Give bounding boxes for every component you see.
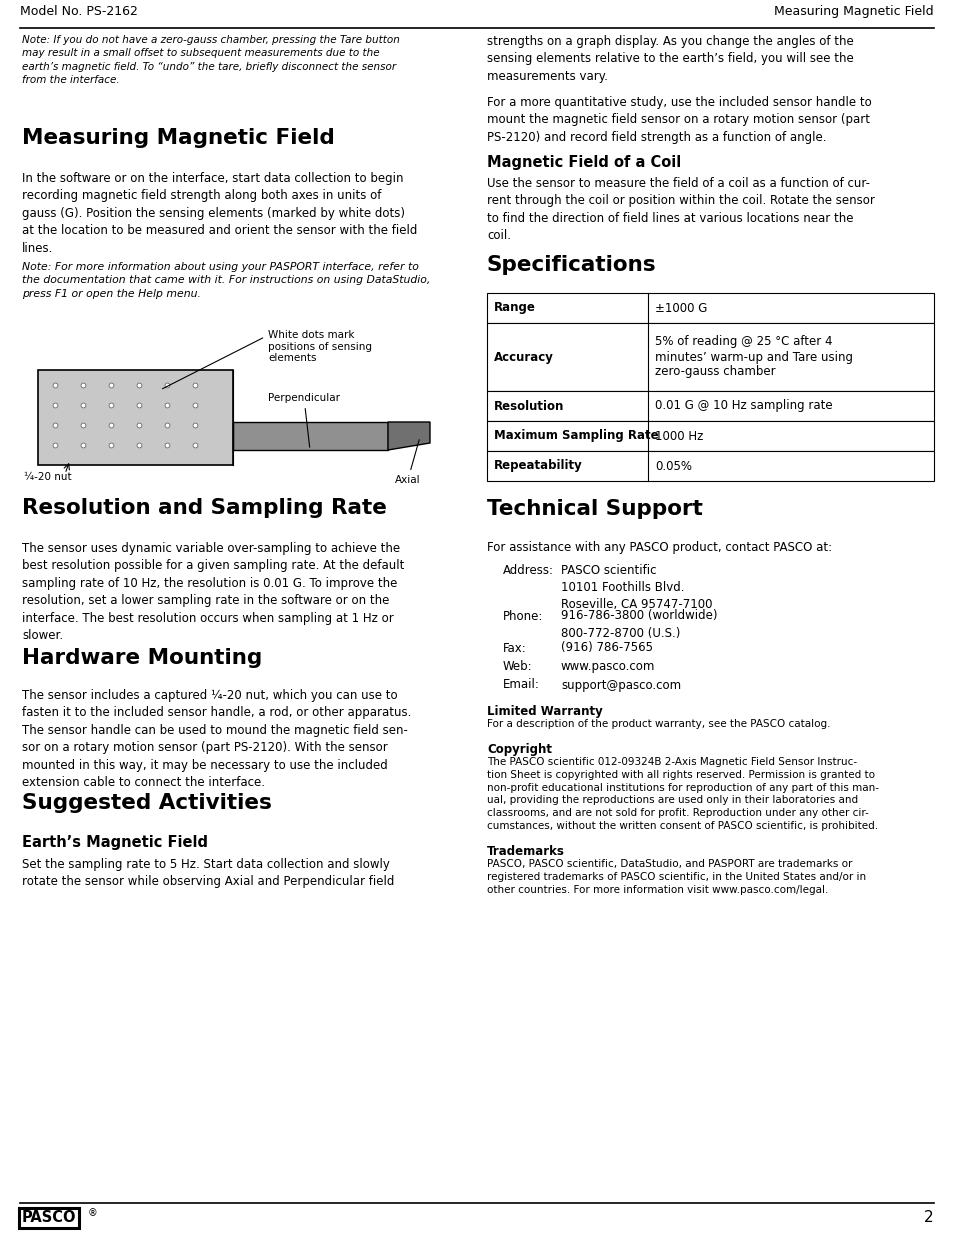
Text: Email:: Email: — [502, 678, 539, 692]
Text: Phone:: Phone: — [502, 610, 543, 622]
Text: 0.01 G @ 10 Hz sampling rate: 0.01 G @ 10 Hz sampling rate — [655, 399, 832, 412]
Text: The sensor includes a captured ¼-20 nut, which you can use to
fasten it to the i: The sensor includes a captured ¼-20 nut,… — [22, 689, 411, 789]
Text: PASCO, PASCO scientific, DataStudio, and PASPORT are trademarks or
registered tr: PASCO, PASCO scientific, DataStudio, and… — [486, 860, 865, 894]
Bar — [486, 391, 933, 421]
Text: Suggested Activities: Suggested Activities — [22, 793, 272, 813]
Text: Axial: Axial — [395, 440, 420, 485]
Text: PASCO: PASCO — [22, 1210, 76, 1225]
Text: www.pasco.com: www.pasco.com — [560, 659, 655, 673]
Text: Repeatability: Repeatability — [494, 459, 582, 473]
Text: PASCO scientific
10101 Foothills Blvd.
Roseville, CA 95747-7100: PASCO scientific 10101 Foothills Blvd. R… — [560, 564, 712, 611]
Text: Resolution and Sampling Rate: Resolution and Sampling Rate — [22, 498, 387, 517]
Text: Range: Range — [494, 301, 536, 315]
Text: ±1000 G: ±1000 G — [655, 301, 706, 315]
Text: (916) 786-7565: (916) 786-7565 — [560, 641, 652, 655]
Bar — [486, 421, 933, 451]
Text: Set the sampling rate to 5 Hz. Start data collection and slowly
rotate the senso: Set the sampling rate to 5 Hz. Start dat… — [22, 858, 394, 888]
Text: Accuracy: Accuracy — [494, 351, 554, 363]
Text: The sensor uses dynamic variable over-sampling to achieve the
best resolution po: The sensor uses dynamic variable over-sa… — [22, 542, 404, 642]
Text: Note: For more information about using your PASPORT interface, refer to
the docu: Note: For more information about using y… — [22, 262, 430, 299]
Bar — [486, 293, 933, 324]
Bar — [38, 370, 233, 466]
Text: Measuring Magnetic Field: Measuring Magnetic Field — [22, 128, 335, 148]
Bar — [486, 324, 933, 391]
Text: Web:: Web: — [502, 659, 532, 673]
Text: ¼-20 nut: ¼-20 nut — [24, 472, 71, 482]
Text: 916-786-3800 (worldwide)
800-772-8700 (U.S.): 916-786-3800 (worldwide) 800-772-8700 (U… — [560, 610, 717, 640]
Text: support@pasco.com: support@pasco.com — [560, 678, 680, 692]
Text: Technical Support: Technical Support — [486, 499, 702, 519]
Bar — [233, 422, 388, 450]
Text: Note: If you do not have a zero-gauss chamber, pressing the Tare button
may resu: Note: If you do not have a zero-gauss ch… — [22, 35, 399, 85]
Text: Fax:: Fax: — [502, 641, 526, 655]
Text: strengths on a graph display. As you change the angles of the
sensing elements r: strengths on a graph display. As you cha… — [486, 35, 853, 83]
Text: 2: 2 — [923, 1210, 933, 1225]
Text: Resolution: Resolution — [494, 399, 564, 412]
Text: The PASCO scientific 012-09324B 2-Axis Magnetic Field Sensor Instruc-
tion Sheet: The PASCO scientific 012-09324B 2-Axis M… — [486, 757, 878, 831]
Text: 1000 Hz: 1000 Hz — [655, 430, 702, 442]
Text: In the software or on the interface, start data collection to begin
recording ma: In the software or on the interface, sta… — [22, 172, 417, 254]
Text: Maximum Sampling Rate: Maximum Sampling Rate — [494, 430, 658, 442]
Text: Limited Warranty: Limited Warranty — [486, 705, 602, 718]
Text: Use the sensor to measure the field of a coil as a function of cur-
rent through: Use the sensor to measure the field of a… — [486, 177, 874, 242]
Text: White dots mark
positions of sensing
elements: White dots mark positions of sensing ele… — [162, 330, 372, 389]
Polygon shape — [388, 422, 430, 450]
Text: Model No. PS-2162: Model No. PS-2162 — [20, 5, 138, 19]
Text: Specifications: Specifications — [486, 254, 656, 275]
Bar — [486, 451, 933, 480]
Text: Measuring Magnetic Field: Measuring Magnetic Field — [774, 5, 933, 19]
Text: ®: ® — [88, 1208, 97, 1218]
Text: For assistance with any PASCO product, contact PASCO at:: For assistance with any PASCO product, c… — [486, 541, 831, 555]
Text: Copyright: Copyright — [486, 743, 552, 756]
Text: Perpendicular: Perpendicular — [268, 393, 339, 447]
Text: 5% of reading @ 25 °C after 4
minutes’ warm-up and Tare using
zero-gauss chamber: 5% of reading @ 25 °C after 4 minutes’ w… — [655, 336, 852, 378]
Text: 0.05%: 0.05% — [655, 459, 691, 473]
Text: Earth’s Magnetic Field: Earth’s Magnetic Field — [22, 835, 208, 850]
Text: Trademarks: Trademarks — [486, 845, 564, 858]
Text: Hardware Mounting: Hardware Mounting — [22, 648, 262, 668]
Text: Magnetic Field of a Coil: Magnetic Field of a Coil — [486, 156, 680, 170]
Text: For a more quantitative study, use the included sensor handle to
mount the magne: For a more quantitative study, use the i… — [486, 96, 871, 143]
Text: For a description of the product warranty, see the PASCO catalog.: For a description of the product warrant… — [486, 719, 830, 729]
Text: Address:: Address: — [502, 564, 554, 577]
